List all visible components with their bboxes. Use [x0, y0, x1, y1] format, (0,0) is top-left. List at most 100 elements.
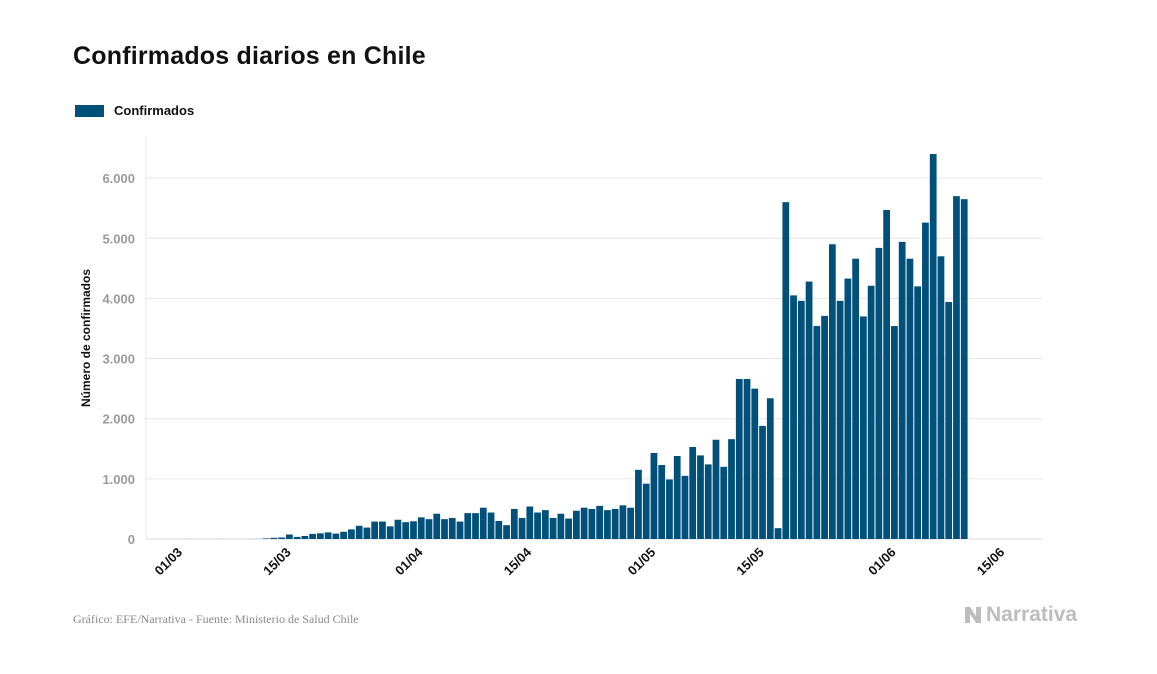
bar — [278, 537, 285, 539]
bar — [285, 534, 293, 539]
bar — [386, 526, 394, 539]
bar — [596, 505, 604, 539]
bar — [588, 508, 596, 539]
bar — [363, 527, 371, 539]
legend-swatch — [75, 104, 104, 117]
bar — [410, 521, 417, 539]
bar — [604, 510, 611, 539]
bar — [340, 531, 348, 539]
bar — [472, 513, 479, 539]
bar — [503, 525, 510, 539]
bar — [960, 199, 968, 539]
narrativa-logo: Narrativa — [963, 603, 1077, 627]
bar — [332, 533, 340, 539]
bar — [650, 452, 658, 539]
bar — [549, 517, 557, 539]
y-tick-label: 6.000 — [102, 171, 135, 186]
legend: Confirmados — [75, 103, 194, 118]
bar — [417, 517, 425, 539]
bar — [324, 532, 332, 539]
bar — [464, 513, 472, 539]
source-note: Gráfico: EFE/Narrativa - Fuente: Ministe… — [73, 612, 359, 626]
x-tick-label: 01/03 — [152, 545, 186, 579]
bar — [666, 479, 673, 539]
bar — [293, 536, 301, 539]
bar — [580, 507, 588, 539]
bar — [766, 398, 774, 539]
bar — [914, 286, 922, 539]
bar — [441, 519, 448, 539]
bar — [510, 508, 518, 539]
brand-name: Narrativa — [986, 603, 1078, 626]
y-tick-label: 5.000 — [102, 231, 135, 246]
bar — [518, 517, 526, 539]
bar — [720, 466, 728, 539]
x-tick-label: 01/06 — [865, 545, 899, 579]
bar — [937, 256, 945, 539]
bar — [759, 425, 766, 539]
y-axis-label: Número de confirmados — [79, 269, 93, 407]
bar — [379, 521, 386, 539]
bar — [495, 520, 503, 539]
bar — [681, 475, 689, 539]
bar — [751, 388, 759, 539]
bar — [844, 278, 852, 539]
bar — [813, 326, 821, 539]
bar — [487, 512, 495, 539]
bar — [859, 316, 867, 539]
y-tick-label: 4.000 — [102, 291, 135, 306]
bar — [945, 302, 953, 539]
bar — [635, 469, 642, 539]
bar — [479, 507, 487, 539]
bar — [782, 202, 790, 539]
bar — [433, 513, 441, 539]
bar — [704, 464, 712, 539]
bar — [891, 326, 898, 539]
bar — [735, 379, 743, 539]
bar — [627, 507, 635, 539]
bar — [526, 506, 534, 539]
bar — [534, 512, 541, 539]
x-tick-label: 15/05 — [733, 545, 767, 579]
bar — [619, 505, 627, 539]
x-tick-label: 01/04 — [392, 544, 426, 578]
y-tick-label: 3.000 — [102, 352, 135, 367]
bar — [906, 258, 914, 539]
bar — [743, 379, 751, 539]
bar — [898, 241, 906, 540]
bar — [953, 196, 960, 539]
bar — [456, 521, 464, 539]
y-tick-label: 2.000 — [102, 412, 135, 427]
bar — [867, 285, 875, 539]
bars — [185, 154, 968, 540]
x-tick-label: 01/05 — [625, 545, 659, 579]
x-tick-label: 15/04 — [501, 544, 535, 578]
x-tick-label: 15/06 — [974, 545, 1008, 579]
bar — [642, 483, 650, 539]
bar — [883, 209, 891, 540]
bar — [402, 522, 410, 539]
y-tick-label: 0 — [128, 532, 135, 547]
bar — [394, 519, 402, 539]
chart-title: Confirmados diarios en Chile — [73, 42, 426, 70]
bar — [689, 446, 697, 539]
y-tick-label: 1.000 — [102, 472, 135, 487]
bar — [557, 513, 565, 539]
x-axis-ticks: 01/03 15/03 01/04 15/04 01/05 15/05 01/06 15/06 — [152, 544, 1008, 578]
bar — [697, 455, 704, 539]
bar — [572, 510, 580, 539]
bar — [805, 281, 813, 539]
bar — [790, 295, 797, 539]
bar — [673, 455, 681, 539]
bar — [611, 508, 619, 539]
bar — [852, 258, 859, 539]
bar — [309, 533, 317, 539]
bar — [270, 537, 278, 539]
x-tick-label: 15/03 — [260, 545, 294, 579]
bar — [425, 519, 433, 539]
bar — [712, 439, 720, 539]
bar — [541, 510, 549, 539]
bar — [565, 518, 572, 539]
bar — [929, 154, 937, 540]
